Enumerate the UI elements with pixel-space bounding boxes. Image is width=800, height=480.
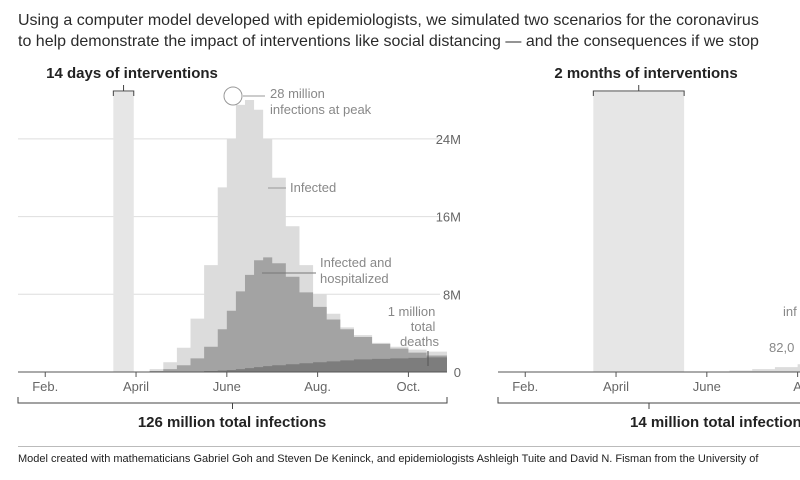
- hospitalized-label-line-2: hospitalized: [320, 271, 389, 286]
- x-tick-label: June: [213, 379, 241, 394]
- intro-line-1: Using a computer model developed with ep…: [18, 12, 759, 29]
- peak-label-line-2: infections at peak: [270, 102, 372, 117]
- chart-2-months: 2 months of interventions 14 million tot…: [497, 65, 800, 431]
- intervention-shade: [593, 92, 685, 372]
- deaths-label-line-3: deaths: [400, 334, 440, 349]
- series-area-2: [126, 257, 447, 372]
- x-tick-label: A: [793, 379, 800, 394]
- total-bracket: [497, 397, 800, 409]
- deaths-label: 82,0: [769, 340, 794, 355]
- x-tick-label: Aug.: [304, 379, 331, 394]
- y-tick-label: 24M: [436, 132, 461, 147]
- areas: [126, 100, 447, 372]
- y-axis: 0 8M 16M 24M: [436, 132, 461, 380]
- intro-text: Using a computer model developed with ep…: [18, 10, 800, 52]
- intervention-bracket: [592, 85, 685, 96]
- deaths-label-line-2: total: [411, 319, 436, 334]
- y-tick-label: 8M: [443, 287, 461, 302]
- x-axis: Feb. April June A: [497, 371, 800, 409]
- chart-title: 14 days of interventions: [46, 65, 218, 82]
- infected-label: inf: [783, 304, 797, 319]
- intervention-shade: [113, 92, 134, 372]
- areas: [684, 364, 800, 372]
- x-axis: Feb. April June Aug. Oct.: [17, 371, 448, 409]
- chart-14-days: 14 days of interventions 126 million tot…: [17, 65, 461, 431]
- hospitalized-label: Infected and hospitalized: [320, 255, 395, 286]
- x-tick-label: April: [123, 379, 149, 394]
- hospitalized-label-line-1: Infected and: [320, 255, 392, 270]
- y-tick-label: 0: [454, 365, 461, 380]
- series-area-3: [126, 357, 447, 372]
- chart-subtitle: 126 million total infections: [138, 414, 326, 431]
- chart-subtitle: 14 million total infections: [630, 414, 800, 431]
- series-area-1: [126, 100, 447, 372]
- x-tick-label: Feb.: [512, 379, 538, 394]
- y-tick-label: 16M: [436, 210, 461, 225]
- infected-label: Infected: [290, 180, 336, 195]
- footnote-divider: [18, 446, 800, 447]
- intervention-band: [592, 85, 685, 372]
- deaths-label: 1 million total deaths: [388, 304, 440, 349]
- annotations: 28 million infections at peak Infected I…: [223, 86, 440, 366]
- peak-label-line-1: 28 million: [270, 86, 325, 101]
- x-tick-label: Feb.: [32, 379, 58, 394]
- intervention-bracket: [112, 85, 135, 96]
- deaths-label-line-1: 1 million: [388, 304, 436, 319]
- intervention-band: [112, 85, 135, 372]
- intro-line-2: to help demonstrate the impact of interv…: [18, 33, 759, 50]
- peak-label: 28 million infections at peak: [270, 86, 372, 117]
- x-tick-label: Oct.: [396, 379, 420, 394]
- x-tick-label: June: [693, 379, 721, 394]
- charts-canvas: 14 days of interventions 126 million tot…: [17, 65, 800, 431]
- footnote: Model created with mathematicians Gabrie…: [18, 453, 759, 465]
- peak-marker: [223, 86, 243, 106]
- chart-title: 2 months of interventions: [554, 65, 737, 82]
- x-tick-label: April: [603, 379, 629, 394]
- total-bracket: [17, 397, 448, 409]
- series-area-1: [684, 364, 800, 372]
